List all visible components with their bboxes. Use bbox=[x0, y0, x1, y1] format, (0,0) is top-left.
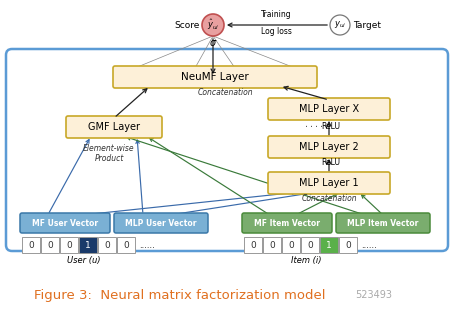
Circle shape bbox=[202, 14, 224, 36]
Text: ......: ...... bbox=[139, 241, 155, 250]
FancyBboxPatch shape bbox=[268, 136, 390, 158]
Text: Training: Training bbox=[261, 10, 292, 19]
Text: Item (i): Item (i) bbox=[291, 256, 321, 265]
Text: MF Item Vector: MF Item Vector bbox=[254, 219, 320, 228]
Text: 523493: 523493 bbox=[355, 290, 392, 300]
Bar bbox=[117, 237, 135, 253]
Text: 0: 0 bbox=[123, 241, 129, 250]
Text: 0: 0 bbox=[288, 241, 294, 250]
FancyBboxPatch shape bbox=[66, 116, 162, 138]
Text: GMF Layer: GMF Layer bbox=[88, 122, 140, 132]
Bar bbox=[320, 237, 338, 253]
Text: Concatenation: Concatenation bbox=[197, 88, 253, 97]
Bar bbox=[282, 237, 300, 253]
Text: 0: 0 bbox=[345, 241, 351, 250]
Text: 0: 0 bbox=[47, 241, 53, 250]
Text: $\hat{y}_{ui}$: $\hat{y}_{ui}$ bbox=[207, 18, 219, 32]
Text: Target: Target bbox=[353, 20, 381, 29]
Circle shape bbox=[330, 15, 350, 35]
Text: MLP Layer 1: MLP Layer 1 bbox=[299, 178, 359, 188]
Text: 1: 1 bbox=[85, 241, 91, 250]
Bar bbox=[339, 237, 357, 253]
Bar bbox=[98, 237, 116, 253]
Text: $y_{ui}$: $y_{ui}$ bbox=[334, 20, 346, 30]
Text: 1: 1 bbox=[326, 241, 332, 250]
FancyBboxPatch shape bbox=[268, 98, 390, 120]
Text: 0: 0 bbox=[307, 241, 313, 250]
FancyBboxPatch shape bbox=[20, 213, 110, 233]
Text: ......: ...... bbox=[361, 241, 377, 250]
FancyBboxPatch shape bbox=[242, 213, 332, 233]
Text: Score: Score bbox=[174, 20, 200, 29]
Text: ReLU: ReLU bbox=[322, 122, 341, 131]
FancyBboxPatch shape bbox=[268, 172, 390, 194]
Text: 0: 0 bbox=[104, 241, 110, 250]
FancyBboxPatch shape bbox=[336, 213, 430, 233]
Bar bbox=[244, 237, 262, 253]
Text: MLP Item Vector: MLP Item Vector bbox=[347, 219, 419, 228]
Text: 0: 0 bbox=[250, 241, 256, 250]
FancyBboxPatch shape bbox=[114, 213, 208, 233]
Bar bbox=[79, 237, 97, 253]
Text: $\sigma$: $\sigma$ bbox=[209, 38, 217, 48]
Text: 0: 0 bbox=[28, 241, 34, 250]
Bar bbox=[41, 237, 59, 253]
Bar bbox=[22, 237, 40, 253]
Text: User (u): User (u) bbox=[67, 256, 101, 265]
Bar bbox=[60, 237, 78, 253]
Text: Concatenation: Concatenation bbox=[301, 194, 357, 203]
Text: MLP Layer X: MLP Layer X bbox=[299, 104, 359, 114]
Text: Element-wise: Element-wise bbox=[83, 144, 135, 153]
Text: Product: Product bbox=[94, 154, 124, 163]
Text: MLP User Vector: MLP User Vector bbox=[125, 219, 197, 228]
Text: ReLU: ReLU bbox=[322, 158, 341, 167]
FancyBboxPatch shape bbox=[113, 66, 317, 88]
Text: 0: 0 bbox=[66, 241, 72, 250]
Text: NeuMF Layer: NeuMF Layer bbox=[181, 72, 249, 82]
Text: 0: 0 bbox=[269, 241, 275, 250]
Text: MF User Vector: MF User Vector bbox=[32, 219, 98, 228]
Text: Figure 3:  Neural matrix factorization model: Figure 3: Neural matrix factorization mo… bbox=[34, 289, 326, 302]
Text: ......: ...... bbox=[304, 120, 334, 129]
Bar bbox=[301, 237, 319, 253]
Text: Log loss: Log loss bbox=[261, 27, 292, 36]
Text: MLP Layer 2: MLP Layer 2 bbox=[299, 142, 359, 152]
Bar bbox=[263, 237, 281, 253]
